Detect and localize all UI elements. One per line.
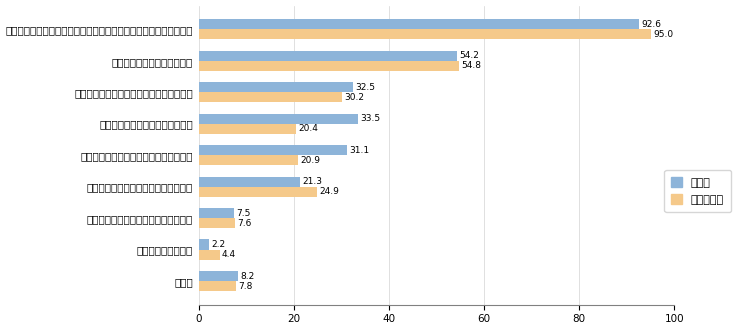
Bar: [199, 249, 220, 260]
Text: 54.8: 54.8: [462, 61, 482, 70]
Text: 92.6: 92.6: [641, 20, 662, 29]
Bar: [199, 145, 346, 155]
Bar: [199, 240, 209, 249]
Text: 7.5: 7.5: [237, 209, 251, 217]
Bar: [199, 92, 342, 102]
Text: 31.1: 31.1: [349, 146, 369, 154]
Text: 20.9: 20.9: [301, 156, 320, 165]
Bar: [199, 281, 236, 291]
Text: 95.0: 95.0: [653, 30, 674, 39]
Text: 30.2: 30.2: [345, 93, 364, 102]
Text: 21.3: 21.3: [302, 177, 322, 186]
Text: 32.5: 32.5: [356, 82, 376, 92]
Text: 4.4: 4.4: [222, 250, 236, 259]
Bar: [199, 155, 298, 165]
Text: 2.2: 2.2: [211, 240, 226, 249]
Bar: [199, 208, 234, 218]
Text: 54.2: 54.2: [459, 51, 478, 60]
Text: 33.5: 33.5: [361, 114, 380, 123]
Text: 7.6: 7.6: [237, 219, 251, 228]
Bar: [199, 114, 358, 124]
Bar: [199, 50, 457, 61]
Bar: [199, 218, 235, 228]
Bar: [199, 29, 651, 39]
Bar: [199, 19, 639, 29]
Text: 24.9: 24.9: [320, 187, 339, 196]
Bar: [199, 177, 300, 187]
Text: 7.8: 7.8: [238, 281, 253, 291]
Text: 20.4: 20.4: [298, 124, 318, 133]
Bar: [199, 61, 459, 71]
Bar: [199, 271, 238, 281]
Bar: [199, 124, 296, 134]
Bar: [199, 187, 317, 197]
Bar: [199, 82, 353, 92]
Legend: 正社員, 正社員以外: 正社員, 正社員以外: [664, 170, 730, 212]
Text: 8.2: 8.2: [240, 272, 254, 280]
